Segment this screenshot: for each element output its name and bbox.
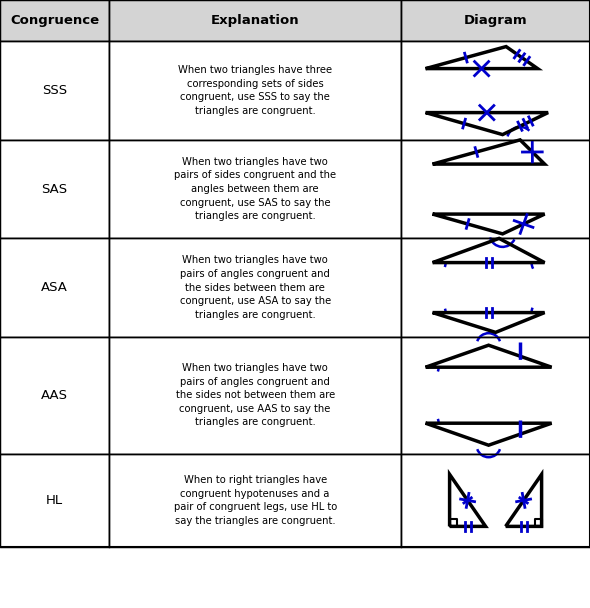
- Text: When two triangles have three
corresponding sets of sides
congruent, use SSS to : When two triangles have three correspond…: [178, 65, 332, 116]
- Polygon shape: [401, 0, 590, 41]
- Text: ASA: ASA: [41, 281, 68, 294]
- Polygon shape: [109, 0, 401, 41]
- Text: AAS: AAS: [41, 389, 68, 402]
- Polygon shape: [401, 238, 590, 337]
- Polygon shape: [109, 41, 401, 140]
- Polygon shape: [0, 238, 109, 337]
- Polygon shape: [109, 337, 401, 454]
- Text: Congruence: Congruence: [10, 14, 99, 27]
- Polygon shape: [401, 140, 590, 238]
- Polygon shape: [109, 454, 401, 547]
- Polygon shape: [401, 454, 590, 547]
- Polygon shape: [0, 140, 109, 238]
- Text: SAS: SAS: [41, 182, 68, 196]
- Text: SSS: SSS: [42, 84, 67, 97]
- Polygon shape: [0, 0, 109, 41]
- Polygon shape: [0, 454, 109, 547]
- Text: Diagram: Diagram: [464, 14, 527, 27]
- Text: Explanation: Explanation: [211, 14, 300, 27]
- Polygon shape: [109, 238, 401, 337]
- Polygon shape: [0, 41, 109, 140]
- Text: When two triangles have two
pairs of sides congruent and the
angles between them: When two triangles have two pairs of sid…: [174, 157, 336, 221]
- Polygon shape: [401, 337, 590, 454]
- Text: When to right triangles have
congruent hypotenuses and a
pair of congruent legs,: When to right triangles have congruent h…: [173, 475, 337, 526]
- Polygon shape: [0, 337, 109, 454]
- Text: When two triangles have two
pairs of angles congruent and
the sides not between : When two triangles have two pairs of ang…: [176, 363, 335, 427]
- Text: HL: HL: [46, 494, 63, 507]
- Polygon shape: [109, 140, 401, 238]
- Polygon shape: [401, 41, 590, 140]
- Text: When two triangles have two
pairs of angles congruent and
the sides between them: When two triangles have two pairs of ang…: [179, 255, 331, 320]
